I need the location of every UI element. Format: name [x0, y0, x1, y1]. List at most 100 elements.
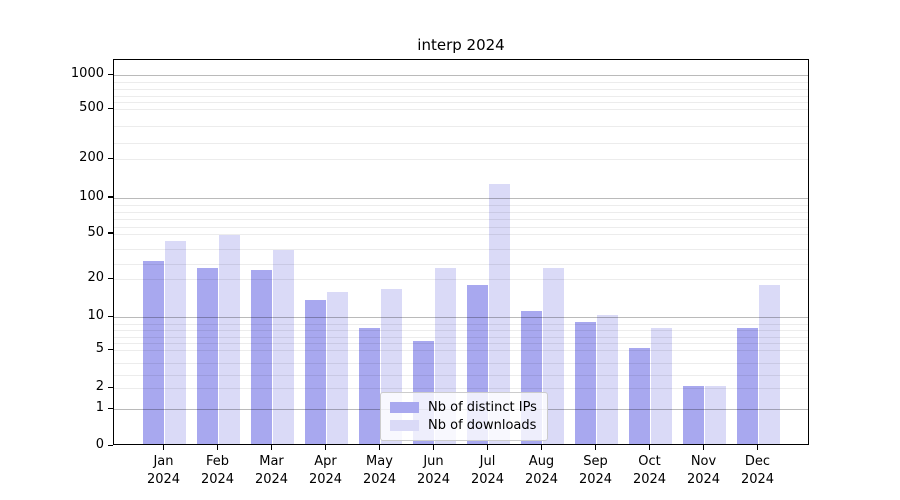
y-tick-mark-0 — [108, 444, 113, 446]
x-tick-mark-may — [379, 445, 381, 450]
gridline-minor-800 — [114, 88, 808, 90]
gridline-minor-5 — [114, 350, 808, 351]
x-tick-label-line: Jul — [479, 454, 496, 469]
gridline-minor-6 — [114, 343, 808, 345]
y-tick-mark-10 — [108, 315, 113, 317]
y-tick-label-0: 0 — [95, 437, 104, 452]
y-tick-label-10: 10 — [87, 308, 104, 323]
x-tick-label-line: May — [366, 454, 393, 469]
x-tick-label-line: Feb — [205, 454, 230, 469]
y-tick-label-1000: 1000 — [70, 66, 104, 81]
x-tick-mark-sep — [595, 445, 597, 450]
gridline-minor-70 — [114, 219, 808, 221]
x-tick-label-feb: Feb 2024 — [188, 453, 248, 489]
plot-area: Nb of distinct IPs Nb of downloads — [113, 59, 809, 445]
gridline-minor-9 — [114, 323, 808, 325]
x-tick-label-dec: Dec 2024 — [728, 453, 788, 489]
bar-downloads-dec — [758, 284, 781, 444]
bar-downloads-nov — [704, 386, 727, 444]
gridline-minor-7 — [114, 336, 808, 338]
legend-item: Nb of downloads — [390, 418, 537, 433]
y-tick-mark-2 — [108, 386, 113, 388]
y-tick-mark-1 — [108, 407, 113, 409]
bar-distinct-ips-sep — [574, 321, 597, 444]
gridline-minor-900 — [114, 81, 808, 83]
x-tick-label-nov: Nov 2024 — [674, 453, 734, 489]
x-tick-label-line: 2024 — [254, 472, 289, 487]
x-tick-mark-feb — [217, 445, 219, 450]
bar-distinct-ips-jan — [142, 260, 165, 444]
x-tick-label-line: 2024 — [416, 472, 451, 487]
legend-swatch-distinct-ips — [390, 402, 419, 413]
y-tick-label-2: 2 — [95, 379, 104, 394]
y-tick-label-500: 500 — [79, 100, 104, 116]
x-tick-mark-mar — [271, 445, 273, 450]
x-tick-mark-aug — [541, 445, 543, 450]
y-tick-label-20: 20 — [87, 270, 104, 286]
x-tick-label-line: 2024 — [524, 472, 559, 487]
gridline-minor-3 — [114, 375, 808, 377]
legend-label-downloads: Nb of downloads — [428, 418, 537, 433]
x-tick-label-line: Sep — [583, 454, 608, 469]
x-tick-label-line: Jan — [153, 454, 174, 469]
gridline-minor-500 — [114, 109, 808, 111]
x-tick-label-line: Nov — [690, 454, 717, 469]
bar-downloads-sep — [596, 315, 619, 444]
bar-downloads-oct — [650, 328, 673, 444]
x-tick-mark-jun — [433, 445, 435, 450]
x-tick-label-line: Aug — [528, 454, 555, 469]
x-tick-label-line: Dec — [744, 454, 771, 469]
gridline-major-10 — [114, 317, 808, 318]
gridline-minor-2 — [114, 388, 808, 389]
y-tick-mark-50 — [108, 232, 113, 234]
gridline-minor-400 — [114, 125, 808, 127]
x-tick-label-line: Apr — [314, 454, 337, 469]
x-tick-label-line: Oct — [638, 454, 661, 469]
bar-distinct-ips-nov — [682, 386, 705, 444]
bar-downloads-feb — [218, 234, 241, 444]
x-tick-mark-nov — [703, 445, 705, 450]
gridline-major-100 — [114, 197, 808, 199]
x-tick-mark-apr — [325, 445, 327, 450]
x-tick-label-jan: Jan 2024 — [134, 453, 194, 489]
x-tick-label-line: 2024 — [146, 472, 181, 487]
x-tick-mark-oct — [649, 445, 651, 450]
bar-distinct-ips-apr — [304, 299, 327, 444]
x-tick-label-jun: Jun 2024 — [404, 453, 464, 489]
gridline-minor-300 — [114, 142, 808, 144]
gridline-minor-600 — [114, 102, 808, 104]
y-tick-mark-100 — [108, 196, 113, 198]
x-tick-mark-dec — [757, 445, 759, 450]
x-tick-label-apr: Apr 2024 — [296, 453, 356, 489]
gridline-minor-60 — [114, 226, 808, 228]
y-tick-mark-20 — [108, 277, 113, 280]
x-tick-label-line: 2024 — [308, 472, 343, 487]
gridline-minor-80 — [114, 212, 808, 214]
x-tick-label-line: 2024 — [200, 472, 235, 487]
x-tick-label-may: May 2024 — [350, 453, 410, 489]
y-tick-label-200: 200 — [79, 150, 104, 166]
x-tick-label-line: 2024 — [740, 472, 775, 487]
y-tick-label-1: 1 — [95, 400, 104, 415]
bar-distinct-ips-mar — [250, 269, 273, 444]
bar-distinct-ips-feb — [196, 268, 219, 444]
legend-label-distinct-ips: Nb of distinct IPs — [428, 400, 537, 415]
x-tick-label-aug: Aug 2024 — [512, 453, 572, 489]
gridline-major-1000 — [114, 75, 808, 76]
gridline-minor-30 — [114, 264, 808, 266]
x-tick-label-line: Mar — [259, 454, 284, 469]
bar-downloads-jan — [164, 240, 187, 444]
bar-distinct-ips-may — [358, 328, 381, 444]
y-tick-label-100: 100 — [79, 188, 104, 204]
legend: Nb of distinct IPs Nb of downloads — [380, 392, 548, 441]
gridline-minor-50 — [114, 233, 808, 235]
bar-downloads-jul — [488, 184, 511, 444]
x-tick-label-line: 2024 — [470, 472, 505, 487]
gridline-minor-8 — [114, 330, 808, 332]
legend-item: Nb of distinct IPs — [390, 400, 537, 415]
x-tick-label-mar: Mar 2024 — [242, 453, 302, 489]
gridline-minor-700 — [114, 95, 808, 97]
y-tick-label-50: 50 — [87, 224, 104, 240]
x-tick-label-jul: Jul 2024 — [458, 453, 518, 489]
